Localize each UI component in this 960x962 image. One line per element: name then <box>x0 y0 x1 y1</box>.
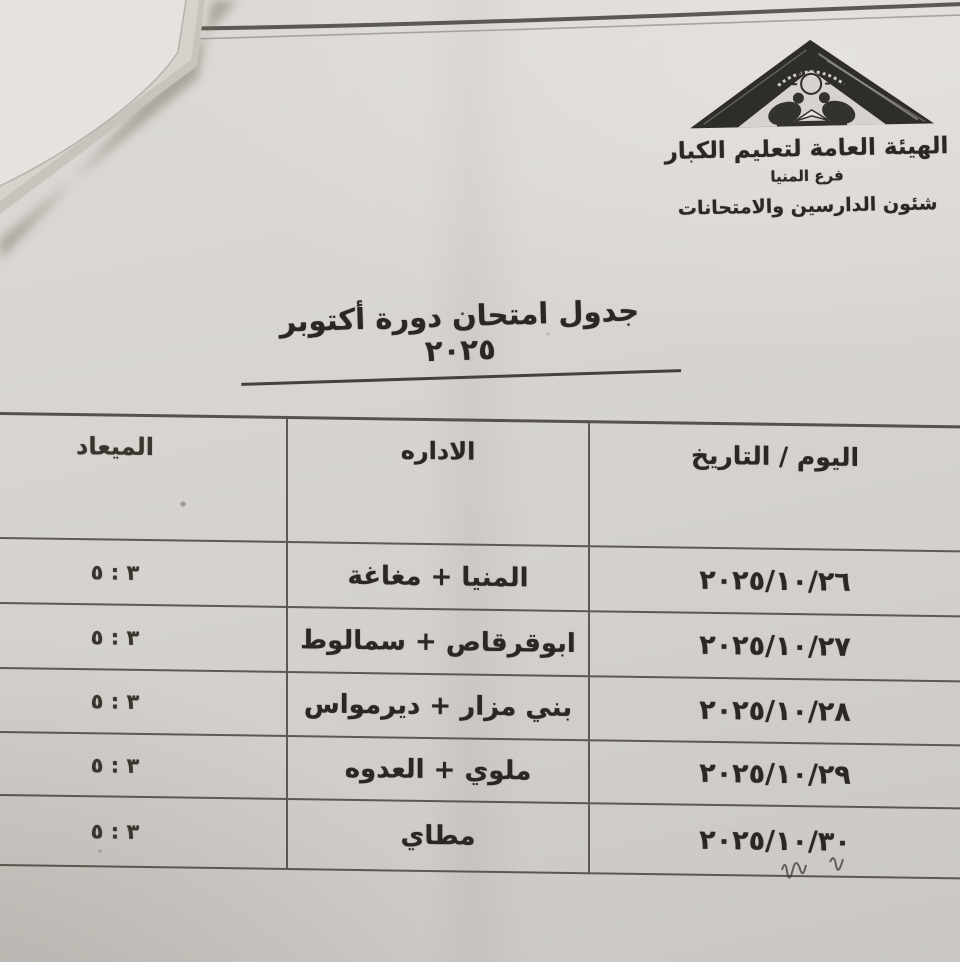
cell-time: ٣ : ٥ <box>0 733 288 801</box>
document-title-text: جدول امتحان دورة أكتوبر ٢٠٢٥ <box>238 292 682 386</box>
document-title: جدول امتحان دورة أكتوبر ٢٠٢٥ <box>238 292 682 386</box>
letterhead: الهيئة العامة لتعليم الكبار فرع المنيا ش… <box>654 33 958 220</box>
cell-admin: بني مزار + ديرمواس <box>288 673 588 742</box>
cell-time: ٣ : ٥ <box>0 604 288 674</box>
cell-admin: مطاي <box>288 800 588 875</box>
paper-specks <box>98 332 550 853</box>
cell-date: ٢٠٢٥/١٠/٣٠ <box>588 804 960 880</box>
stacked-paper-corner <box>0 0 238 260</box>
pen-scribble <box>781 857 844 879</box>
cell-admin: ملوي + العدوه <box>288 737 588 805</box>
column-header-time: الميعاد <box>0 415 288 544</box>
cell-admin: ابوقرقاص + سمالوط <box>288 608 588 678</box>
column-header-date: اليوم / التاريخ <box>588 423 960 553</box>
branch-name: فرع المنيا <box>770 166 844 186</box>
exam-schedule-table: اليوم / التاريخ الاداره الميعاد ٢٠٢٥/١٠/… <box>0 412 960 880</box>
cell-time: ٣ : ٥ <box>0 796 288 871</box>
adult-education-authority-logo-icon <box>690 39 934 129</box>
cell-date: ٢٠٢٥/١٠/٢٧ <box>588 612 960 683</box>
paper-edge-line <box>148 2 960 41</box>
cell-date: ٢٠٢٥/١٠/٢٦ <box>588 547 960 618</box>
cell-admin: المنيا + مغاغة <box>288 543 588 613</box>
org-name: الهيئة العامة لتعليم الكبار <box>664 133 949 165</box>
cell-date: ٢٠٢٥/١٠/٢٩ <box>588 741 960 810</box>
cell-time: ٣ : ٥ <box>0 539 288 609</box>
cell-date: ٢٠٢٥/١٠/٢٨ <box>588 677 960 747</box>
cell-time: ٣ : ٥ <box>0 669 288 738</box>
column-header-admin: الاداره <box>288 419 588 548</box>
